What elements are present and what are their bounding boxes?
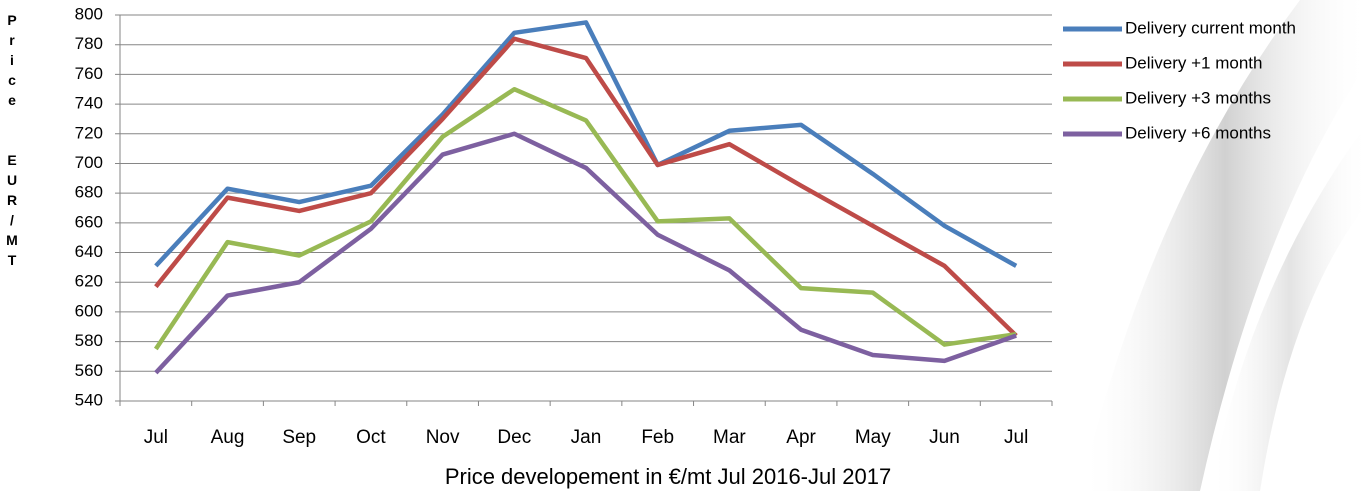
y-tick-label: 560	[75, 361, 103, 380]
x-tick-label: Jun	[929, 427, 960, 448]
y-tick-label: 700	[75, 153, 103, 172]
background-streak	[1080, 0, 1370, 491]
x-tick-label: Jan	[571, 427, 602, 448]
x-tick-label: Apr	[786, 427, 816, 448]
y-tick-label: 680	[75, 183, 103, 202]
legend-label: Delivery +1 month	[1125, 53, 1262, 72]
y-tick-label: 580	[75, 331, 103, 350]
chart-title: Price developement in €/mt Jul 2016-Jul …	[445, 464, 891, 489]
y-tick-label: 620	[75, 272, 103, 291]
legend-label: Delivery +3 months	[1125, 88, 1271, 107]
y-tick-label: 660	[75, 212, 103, 231]
series-line	[154, 36, 1018, 338]
y-axis-label: Price EUR/MT	[4, 12, 20, 272]
x-tick-label: Sep	[282, 427, 316, 448]
y-tick-label: 780	[75, 34, 103, 53]
y-tick-label: 720	[75, 123, 103, 142]
y-tick-label: 600	[75, 301, 103, 320]
x-tick-label: Jul	[144, 427, 168, 448]
background-streak	[1210, 120, 1370, 491]
series-line	[153, 86, 1017, 351]
x-tick-label: Feb	[641, 427, 674, 448]
x-tick-label: Dec	[497, 427, 531, 448]
series-line	[154, 131, 1017, 375]
series-line	[154, 20, 1018, 268]
x-tick-label: May	[855, 427, 891, 448]
x-tick-label: Aug	[211, 427, 245, 448]
y-tick-label: 740	[75, 94, 103, 113]
y-tick-label: 800	[75, 4, 103, 23]
legend-label: Delivery current month	[1125, 18, 1296, 37]
legend-label: Delivery +6 months	[1125, 123, 1271, 142]
x-tick-label: Jul	[1004, 427, 1028, 448]
y-tick-label: 760	[75, 64, 103, 83]
y-tick-label: 640	[75, 242, 103, 261]
x-tick-label: Oct	[356, 427, 386, 448]
y-tick-label: 540	[75, 390, 103, 409]
x-tick-label: Nov	[426, 427, 460, 448]
x-tick-label: Mar	[713, 427, 746, 448]
